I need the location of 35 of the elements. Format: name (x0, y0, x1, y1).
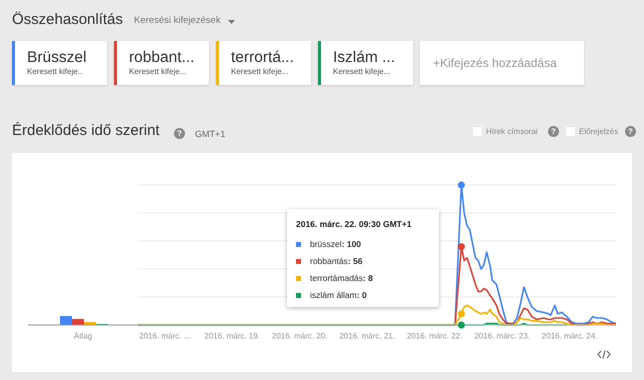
legend-label: brüsszel (310, 239, 342, 249)
x-tick-label: Átlag (74, 332, 92, 341)
annotation: 2016. márc. 22. 09:30 GMT+1 (296, 219, 412, 229)
legend-label: iszlám állam (310, 290, 357, 300)
text: +Kifejezés hozzáadása (433, 56, 557, 70)
x-tick-label: 2016. márc. 19. (204, 332, 260, 341)
text: terrortá... (231, 49, 294, 67)
x-tick-label: 2016. márc. 20. (272, 332, 328, 341)
annotation: : 56 (348, 256, 362, 266)
text: robbant... (129, 49, 194, 67)
text: Keresett kifeje.. (27, 67, 82, 76)
chart-title: Érdeklődés idő szerint (12, 122, 160, 139)
annotation: : 100 (342, 239, 362, 249)
text: Keresett kifeje... (333, 67, 390, 76)
x-tick-label: 2016. márc. 24. (542, 332, 598, 341)
x-tick-label: 2016. márc. 23. (474, 332, 530, 341)
legend-label: terrortámadás (310, 273, 363, 283)
text: ? (174, 128, 185, 139)
text: ? (548, 126, 559, 137)
text: Iszlám ... (333, 49, 396, 67)
text: Keresési kifejezések (134, 15, 221, 26)
x-tick-label: 2016. márc. 21. (339, 332, 395, 341)
text: Brüsszel (27, 49, 86, 67)
text: ? (625, 126, 636, 137)
text: Keresett kifeje... (129, 67, 186, 76)
annotation: : 8 (362, 273, 373, 283)
text: Keresett kifeje... (231, 67, 288, 76)
text: Hírek címsorai (486, 127, 538, 136)
annotation: : 0 (356, 290, 367, 300)
x-tick-label: 2016. márc. 22. (406, 332, 462, 341)
text: Előrejelzés (579, 127, 618, 136)
legend-label: robbantás (310, 256, 348, 266)
x-tick-label: 2016. márc. ... (139, 332, 190, 341)
text: Összehasonlítás (12, 11, 123, 28)
chart-subtitle: GMT+1 (195, 129, 226, 139)
